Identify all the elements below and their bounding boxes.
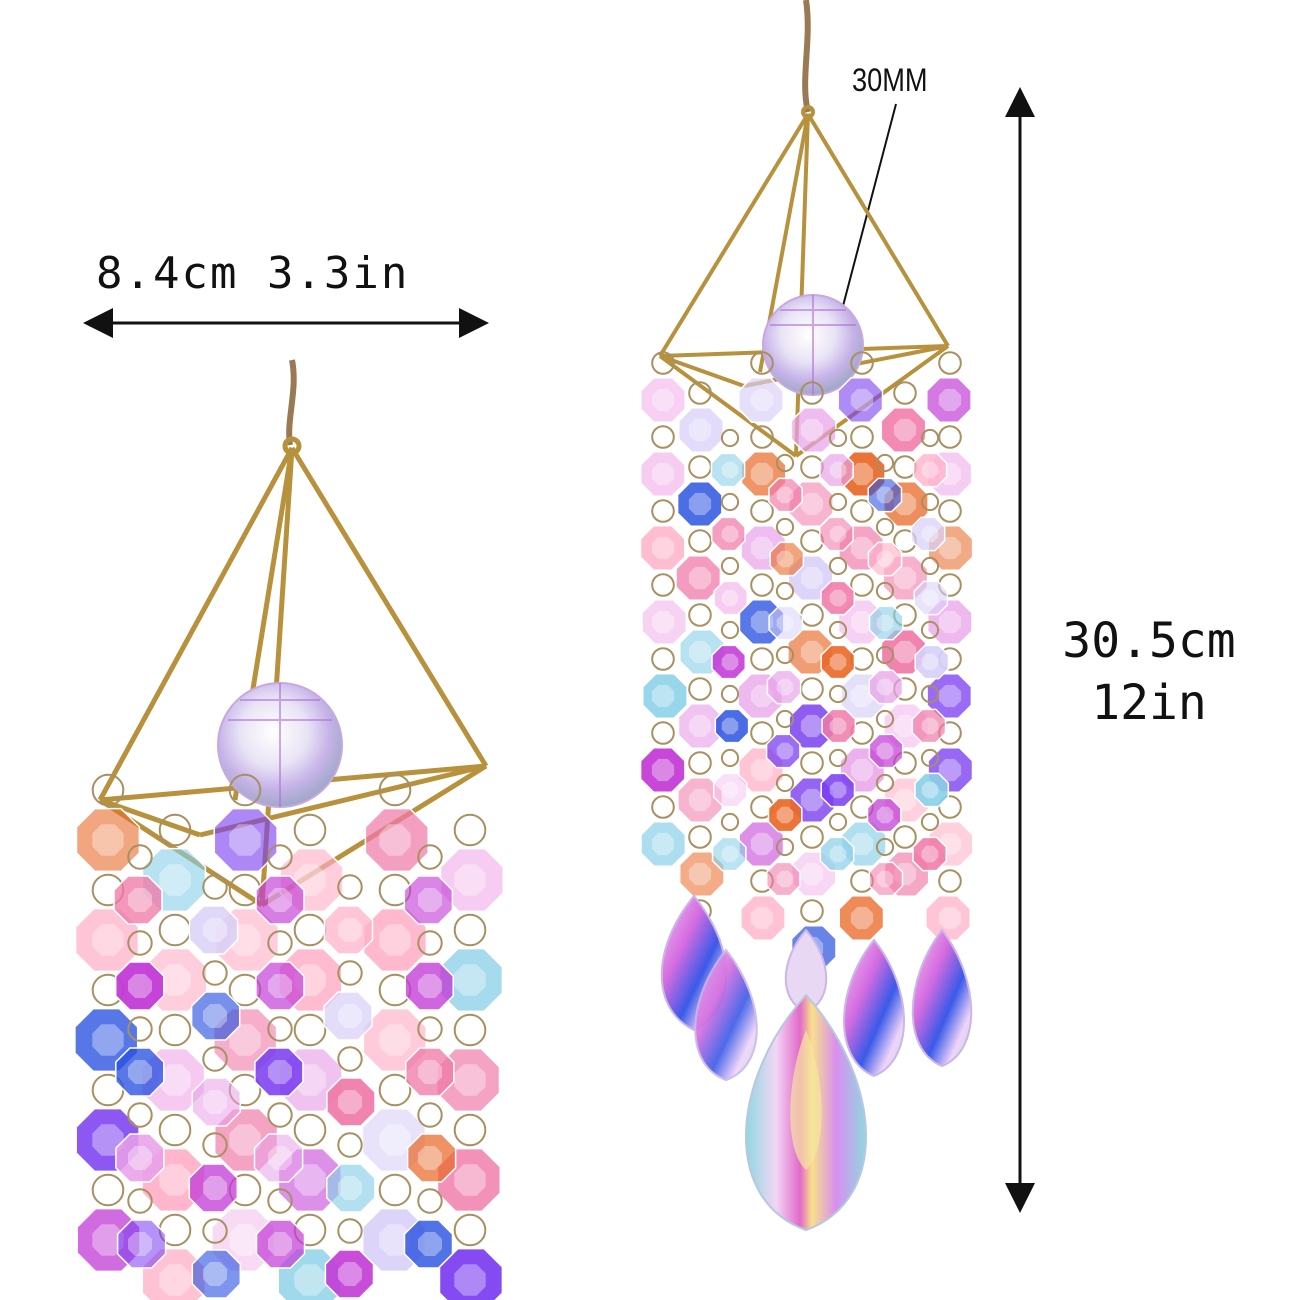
right-inner-strand-5 — [910, 428, 950, 872]
teardrop-pendants — [660, 894, 973, 1232]
right-inner-strand-2 — [765, 453, 805, 897]
left-inner-strand-4 — [323, 874, 376, 1299]
left-inner-strand-1 — [113, 844, 167, 1269]
bead-size-label: 30MM — [852, 62, 928, 98]
right-hanging-string — [802, 0, 811, 113]
left-crystal-strands — [74, 773, 505, 1300]
left-strand-5 — [361, 773, 429, 1273]
teardrop-3 — [843, 938, 905, 1078]
right-strand-5 — [837, 351, 887, 941]
height-cm-label: 30.5cm — [1062, 613, 1236, 669]
bead-leader-line — [842, 103, 897, 307]
right-inner-strand-3 — [819, 428, 857, 872]
right-crystal-strands — [639, 351, 974, 971]
height-in-label: 12in — [1091, 675, 1207, 731]
left-hanging-string — [286, 359, 297, 446]
width-dimension-label: 8.4cm 3.3in — [96, 248, 410, 299]
teardrop-2 — [694, 948, 758, 1082]
height-dimension-label: 30.5cm 12in — [1044, 610, 1254, 734]
teardrop-4 — [911, 928, 973, 1068]
left-inner-strand-5 — [403, 844, 457, 1269]
right-inner-strand-1 — [710, 428, 750, 872]
right-inner-strand-4 — [866, 453, 904, 897]
left-inner-strand-3 — [253, 844, 306, 1269]
left-inner-strand-2 — [188, 874, 242, 1299]
right-strand-1 — [639, 351, 688, 867]
